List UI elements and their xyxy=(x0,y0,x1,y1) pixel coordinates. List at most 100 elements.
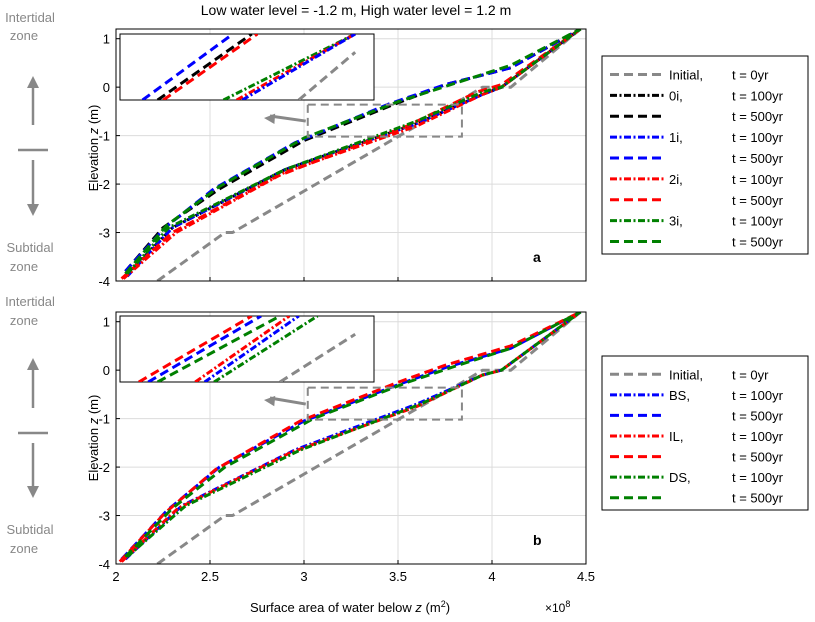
x-axis-label-sup: 2 xyxy=(441,599,446,609)
series-line-DS-dashdot xyxy=(126,312,582,558)
x-tick-label: 4.5 xyxy=(577,569,595,584)
x-tick-label: 2 xyxy=(112,569,119,584)
inset-series-group xyxy=(141,34,357,100)
up-arrow-icon xyxy=(27,76,39,125)
panel-label: a xyxy=(533,249,541,265)
x-axis-label: Surface area of water below z (m2) xyxy=(250,599,450,615)
axes-frame xyxy=(115,311,587,565)
legend-entry-name: DS, xyxy=(669,470,691,485)
inset-line-BS xyxy=(147,316,262,382)
legend-entry-time: t = 500yr xyxy=(732,193,784,208)
legend-entry-name: 1i, xyxy=(669,130,683,145)
x-axis-label-main: Surface area of water below xyxy=(250,600,415,615)
x-tick-label: 3 xyxy=(300,569,307,584)
inset-line-BS xyxy=(203,316,300,382)
inset-line-s0 xyxy=(156,34,253,100)
inset-line-s2 xyxy=(162,34,259,100)
inset-series-group xyxy=(138,316,356,382)
legend-entry-name: Initial, xyxy=(669,67,703,82)
panel-a: Intertidal zone Subtidal zone Elevation … xyxy=(5,10,809,289)
inset-line-s1 xyxy=(141,34,234,100)
legend-entry-time: t = 500yr xyxy=(732,109,784,124)
y-tick-label: 0 xyxy=(103,363,110,378)
zone-bottom-label-line1: Subtidal xyxy=(7,522,54,537)
legend-entry-name: BS, xyxy=(669,388,690,403)
inset-line-s1 xyxy=(241,34,356,100)
legend-entry-name: 0i, xyxy=(669,88,683,103)
legend-entry-time: t = 0yr xyxy=(732,67,769,82)
legend-entry-time: t = 500yr xyxy=(732,450,784,465)
down-arrow-icon xyxy=(27,443,39,498)
zoom-region-box xyxy=(306,103,463,138)
y-axis-label-var: z xyxy=(86,417,101,425)
zoom-region-box xyxy=(306,386,463,421)
y-axis-label-unit: (m) xyxy=(86,105,101,128)
inset-line-DS xyxy=(156,316,281,382)
series-line-BS-dash xyxy=(120,312,582,561)
plot-area-a: 1 0 -1 -2 -3 -4 a xyxy=(98,28,587,289)
legend-entry-time: t = 100yr xyxy=(732,388,784,403)
series-line-s2-dash xyxy=(120,29,582,280)
up-arrow-icon xyxy=(27,358,39,408)
legend-entry-time: t = 500yr xyxy=(732,151,784,166)
x-exponent-base: ×10 xyxy=(545,601,566,615)
legend-entry-time: t = 100yr xyxy=(732,214,784,229)
y-tick-label: -1 xyxy=(98,412,110,427)
y-tick-label: 1 xyxy=(103,32,110,47)
legend-entry-time: t = 100yr xyxy=(732,172,784,187)
y-axis-label-main: Elevation xyxy=(86,134,101,191)
legend-entry-time: t = 500yr xyxy=(732,408,784,423)
inset-line-IL xyxy=(194,316,291,382)
series-line-DS-dash xyxy=(124,312,582,558)
y-axis-label: Elevation z (m) xyxy=(86,105,101,192)
legend-entry-time: t = 100yr xyxy=(732,470,784,485)
zone-bottom-label-line2: zone xyxy=(10,541,38,556)
legend-b: Initial, t = 0yr BS, t = 100yr t = 500yr IL, t… xyxy=(601,355,809,511)
x-tick-label: 3.5 xyxy=(389,569,407,584)
y-tick-label: -4 xyxy=(98,557,110,572)
plot-area-b: 2 2.5 3 3.5 4 4.5 1 0 -1 -2 -3 -4 b xyxy=(98,311,595,584)
legend-entry-name: 2i, xyxy=(669,172,683,187)
x-tick-label: 2.5 xyxy=(201,569,219,584)
axes-frame xyxy=(115,28,587,282)
series-line-s3-dashdot xyxy=(126,29,582,275)
zone-top-label-line2: zone xyxy=(10,28,38,43)
zone-top-label-line1: Intertidal xyxy=(5,10,55,25)
x-axis-label-var: z xyxy=(414,600,422,615)
legend-entry-name: IL, xyxy=(669,429,683,444)
legend-a: Initial, t = 0yr 0i, t = 100yr t = 500yr 1i, t… xyxy=(601,55,809,255)
legend-entry-time: t = 100yr xyxy=(732,88,784,103)
x-axis-label-unit: (m xyxy=(422,600,441,615)
series-line-s0-dash xyxy=(124,29,582,273)
y-tick-label: -2 xyxy=(98,460,110,475)
x-exponent-power: 8 xyxy=(565,599,570,609)
legend-entry-time: t = 100yr xyxy=(732,429,784,444)
zone-bottom-label-line2: zone xyxy=(10,259,38,274)
y-tick-label: -2 xyxy=(98,177,110,192)
y-axis-label-var: z xyxy=(86,127,101,135)
figure-title: Low water level = -1.2 m, High water lev… xyxy=(201,2,511,18)
y-axis-label-unit: (m) xyxy=(86,395,101,418)
series-line-s3-dash xyxy=(124,29,582,275)
y-tick-label: 1 xyxy=(103,315,110,330)
legend-entry-time: t = 500yr xyxy=(732,235,784,250)
x-axis-label-close: ) xyxy=(446,600,450,615)
series-line-s2-dashdot xyxy=(122,29,582,280)
zone-bottom-label-line1: Subtidal xyxy=(7,240,54,255)
panel-label: b xyxy=(533,532,542,548)
inset-line-IL xyxy=(138,316,253,382)
zone-top-label-line2: zone xyxy=(10,313,38,328)
legend-entry-time: t = 0yr xyxy=(732,367,769,382)
inset-line-DS xyxy=(213,316,319,382)
inset-line-initial xyxy=(297,51,357,100)
y-tick-label: -1 xyxy=(98,129,110,144)
legend-entry-name: 3i, xyxy=(669,214,683,229)
series-group xyxy=(120,29,582,281)
y-tick-label: -3 xyxy=(98,226,110,241)
inset-line-s3 xyxy=(222,34,356,100)
x-tick-label: 4 xyxy=(488,569,495,584)
zoom-arrow-icon xyxy=(264,113,306,124)
series-group xyxy=(118,312,582,564)
zone-top-label-line1: Intertidal xyxy=(5,294,55,309)
